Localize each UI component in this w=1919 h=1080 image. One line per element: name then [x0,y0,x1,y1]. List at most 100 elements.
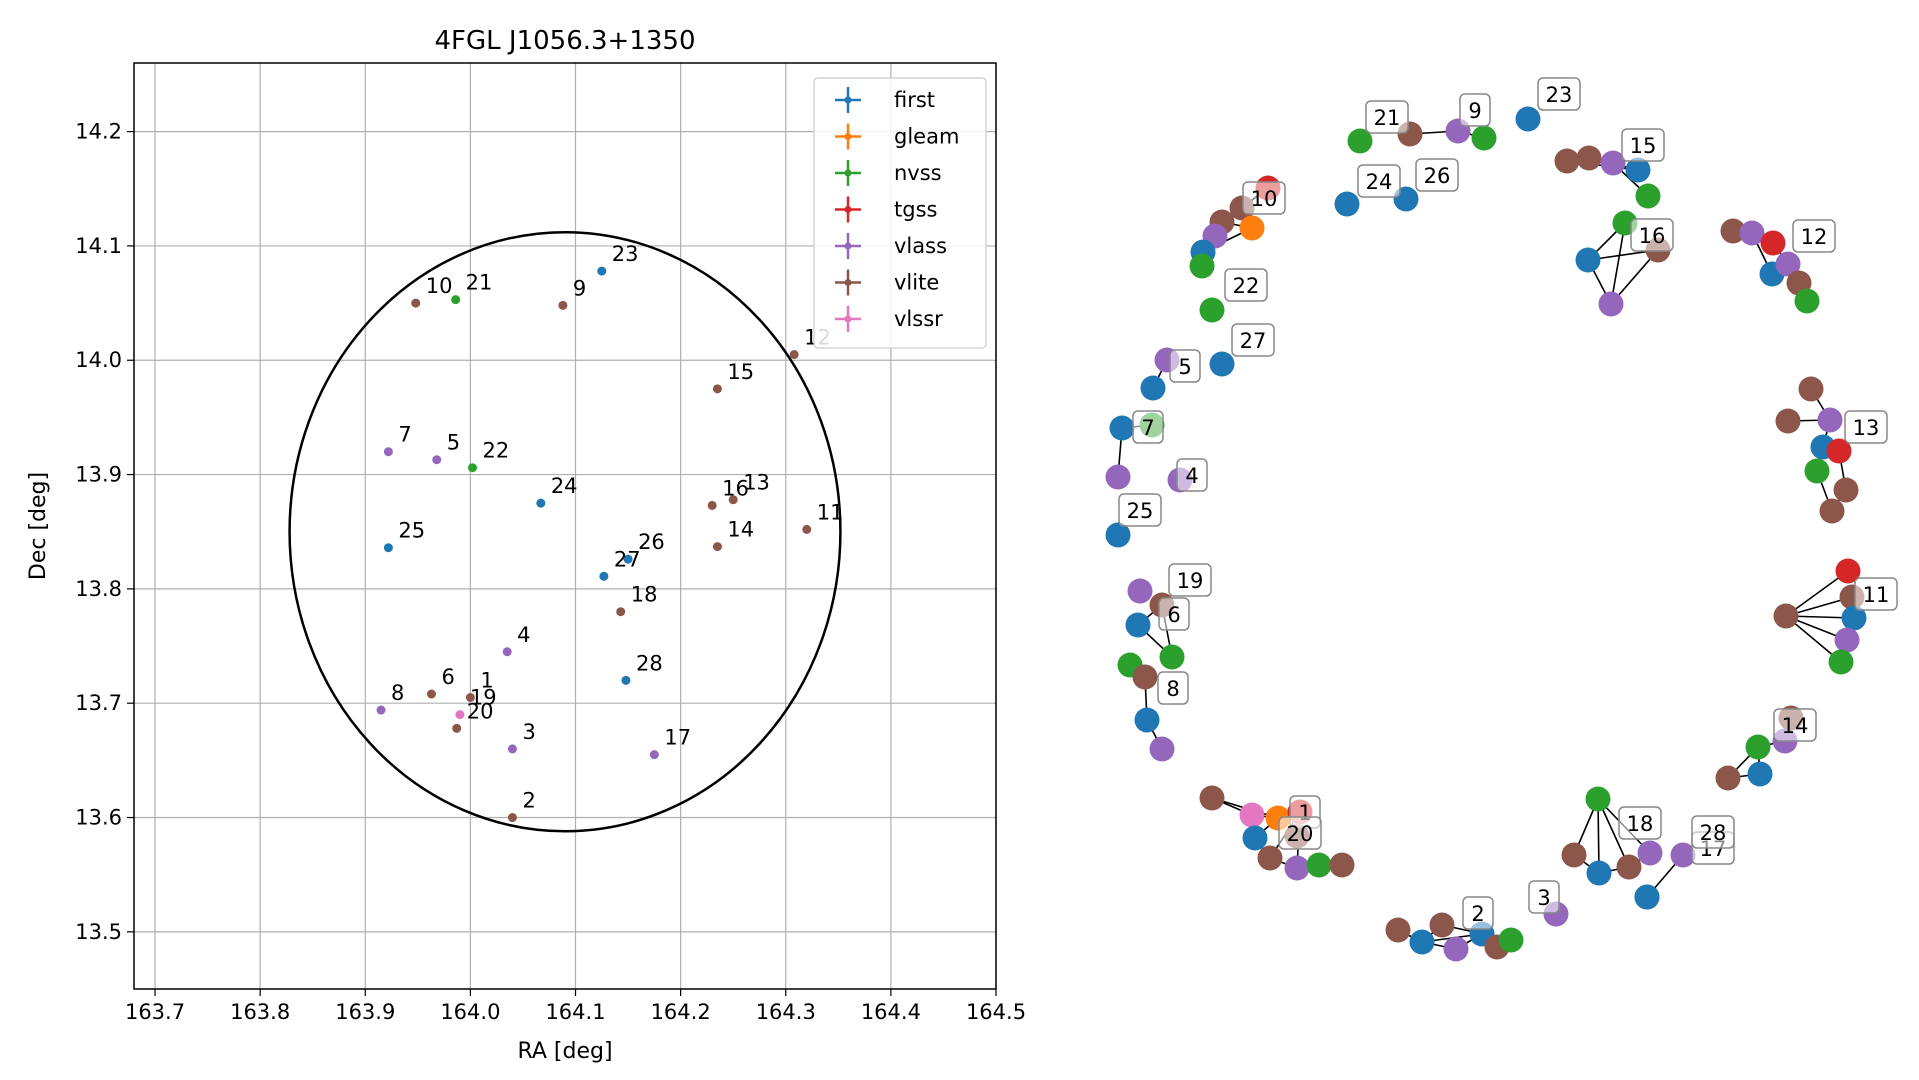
x-tick-label: 163.8 [230,1000,290,1024]
graph-label-27: 27 [1231,323,1275,357]
graph-node-2-vlass [1443,936,1469,962]
graph-label-text: 27 [1240,329,1267,353]
graph-node-6-nvss [1159,644,1185,670]
graph-node-2-vlite [1429,912,1455,938]
legend-item-first: first [835,87,935,113]
graph-label-text: 8 [1166,677,1179,701]
graph-node-2-vlite [1385,917,1411,943]
x-tick-label: 164.3 [756,1000,816,1024]
graph-node-14-first [1747,761,1773,787]
graph-label-13: 13 [1844,410,1888,444]
source-point-28 [621,675,631,685]
legend-marker-dot [844,169,852,177]
graph-label-box [1168,563,1212,597]
graph-label-text: 11 [1863,583,1890,607]
source-label-6: 6 [441,665,454,689]
graph-node-9-nvss [1471,125,1497,151]
graph-nodes [1105,106,1867,962]
graph-node-13-vlass [1817,407,1843,433]
graph-label-text: 28 [1700,821,1727,845]
graph-label-text: 12 [1801,225,1828,249]
graph-label-24: 24 [1357,164,1401,198]
source-label-22: 22 [482,439,509,463]
source-label-17: 17 [664,726,691,750]
graph-label-box [1459,93,1491,127]
graph-label-box [1691,815,1735,849]
source-point-4 [502,647,512,657]
legend-label-tgss: tgss [894,198,937,222]
graph-node-15-vlite [1576,145,1602,171]
graph-label-box [1773,708,1817,742]
source-label-2: 2 [522,789,535,813]
graph-label-7: 7 [1132,410,1164,444]
source-point-22 [467,463,477,473]
source-label-1: 1 [480,668,493,692]
graph-label-box [1844,410,1888,444]
graph-node-13-vlite [1833,477,1859,503]
graph-node-10-nvss [1189,253,1215,279]
graph-node-7-first [1109,415,1135,441]
graph-label-10: 10 [1242,181,1286,215]
source-label-4: 4 [517,623,530,647]
source-point-10 [411,298,421,308]
graph-label-3: 3 [1528,880,1560,914]
graph-label-text: 2 [1471,902,1484,926]
graph-node-7-vlass [1105,464,1131,490]
graph-node-28-first [1634,884,1660,910]
graph-label-text: 14 [1782,714,1809,738]
source-label-14: 14 [727,518,754,542]
source-label-5: 5 [447,431,460,455]
graph-label-text: 9 [1468,99,1481,123]
x-tick-label: 164.5 [966,1000,1026,1024]
source-point-21 [451,295,461,305]
graph-label-text: 22 [1233,274,1260,298]
graph-label-box [1132,410,1164,444]
graph-node-11-first [1841,605,1867,631]
graph-label-text: 20 [1287,822,1314,846]
graph-label-box [1231,323,1275,357]
x-tick-label: 163.7 [125,1000,185,1024]
plot-frame [133,62,997,990]
source-point-1 [465,692,475,702]
graph-node-2-first [1409,929,1435,955]
graph-node-1-nvss [1306,852,1332,878]
source-point-23 [597,266,607,276]
graph-label-box [1242,181,1286,215]
source-point-9 [558,300,568,310]
legend-item-gleam: gleam [835,123,959,150]
graph-edges [1117,130,1855,950]
source-point-13 [728,495,738,505]
legend-box [813,77,987,349]
source-label-24: 24 [551,474,578,498]
graph-label-box [1462,896,1494,930]
graph-label-text: 4 [1185,464,1198,488]
graph-label-text: 23 [1546,83,1573,107]
source-label-8: 8 [391,681,404,705]
graph-node-1-vlite [1257,845,1283,871]
x-tick-label: 164.0 [440,1000,500,1024]
graph-node-11-tgss [1835,558,1861,584]
graph-label-box [1854,577,1898,611]
search-radius-circle [288,230,842,833]
graph-label-18: 18 [1618,806,1662,840]
graph-node-8-vlass [1149,736,1175,762]
graph-label-text: 16 [1639,224,1666,248]
graph-node-27-first [1209,351,1235,377]
graph-node-1-first [1242,825,1268,851]
source-label-7: 7 [398,423,411,447]
graph-label-2: 2 [1462,896,1494,930]
source-point-25 [383,543,393,553]
graph-label-box [1792,219,1836,253]
graph-label-11: 11 [1854,577,1898,611]
source-point-26 [623,554,633,564]
graph-node-15-nvss [1635,183,1661,209]
source-label-18: 18 [631,583,658,607]
graph-node-13-tgss [1826,438,1852,464]
grid-lines [134,63,997,989]
graph-edge-16 [1610,222,1626,305]
y-tick-label: 13.9 [75,463,122,487]
graph-label-box [1158,597,1190,631]
graph-label-text: 6 [1167,603,1180,627]
legend-label-gleam: gleam [894,125,959,149]
